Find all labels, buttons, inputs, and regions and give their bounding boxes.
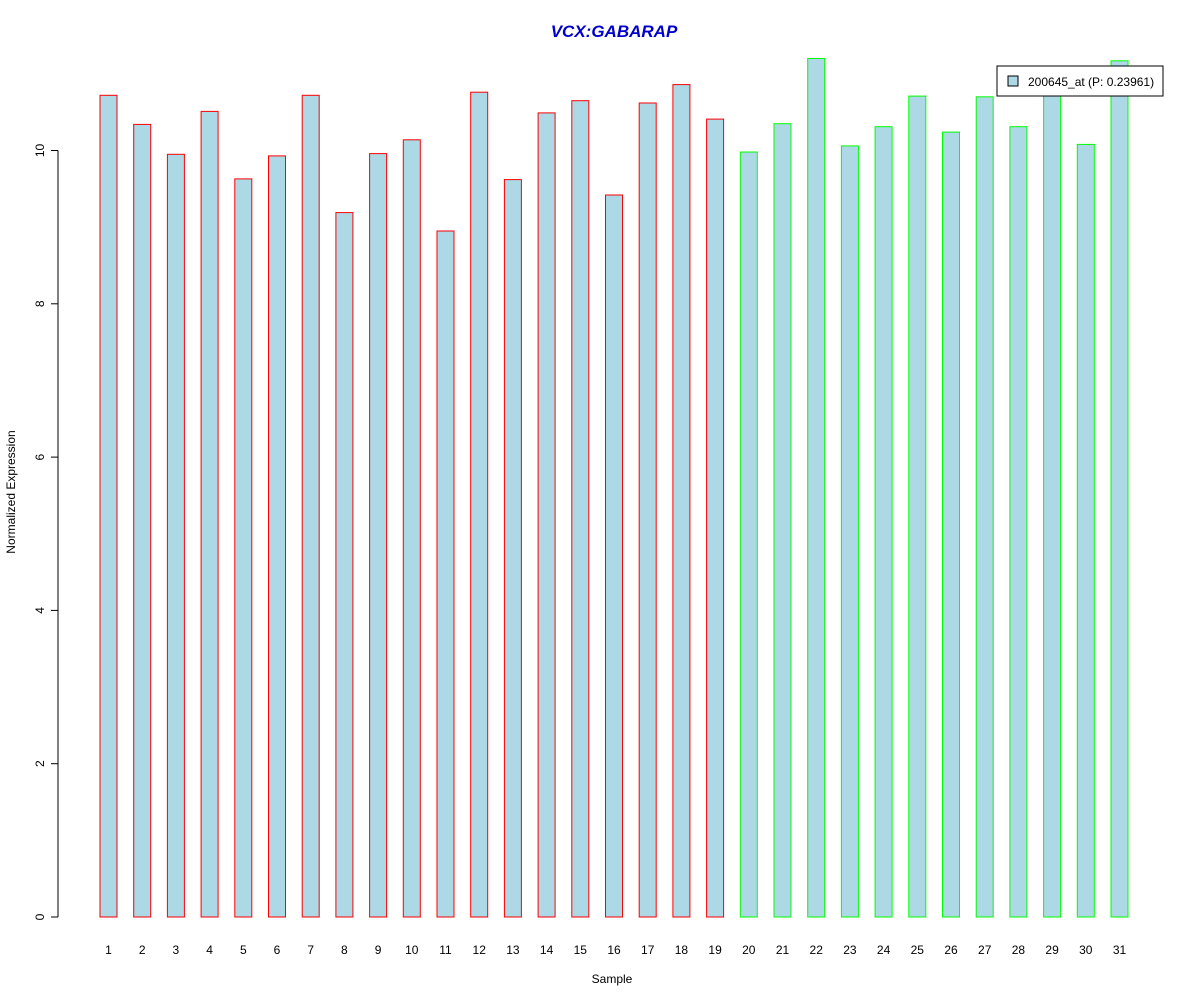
legend: 200645_at (P: 0.23961) [996,65,1164,97]
bar-sample-7 [301,94,320,918]
bar-sample-4 [200,110,219,918]
bar-sample-27 [975,96,994,918]
y-axis: 0 2 4 6 8 10 [33,144,59,920]
y-tick-label: 0 [33,913,47,920]
bar-sample-9 [369,153,388,918]
bar-sample-26 [942,131,960,918]
x-tick-label: 21 [776,943,790,957]
x-tick-label: 26 [944,943,958,957]
y-tick-label: 6 [33,453,47,460]
bar-sample-3 [166,153,185,918]
x-tick-label: 29 [1045,943,1059,957]
bar-sample-23 [840,145,859,918]
bar-sample-6 [268,155,286,918]
x-tick-labels: 1 2 3 4 5 6 7 8 9 10 11 12 13 14 15 16 17 18 19 20 21 22 23 24 2… [105,943,1126,957]
bar-sample-1 [99,94,118,918]
bar-sample-30 [1076,143,1095,918]
x-tick-label: 12 [473,943,487,957]
bar-sample-18 [672,84,691,918]
bar-sample-11 [436,230,455,918]
bar-sample-25 [908,95,927,918]
x-tick-label: 18 [675,943,689,957]
x-tick-label: 15 [574,943,588,957]
x-tick-label: 24 [877,943,891,957]
x-tick-label: 23 [843,943,857,957]
x-tick-label: 30 [1079,943,1093,957]
x-tick-label: 28 [1012,943,1026,957]
bar-sample-29 [1043,77,1062,918]
bar-sample-31 [1110,60,1129,918]
bar-sample-15 [571,100,590,918]
x-tick-label: 2 [139,943,146,957]
x-tick-label: 14 [540,943,554,957]
bar-sample-19 [706,118,725,918]
bar-sample-5 [234,178,253,918]
x-tick-label: 9 [375,943,382,957]
x-tick-label: 4 [206,943,213,957]
x-tick-label: 5 [240,943,247,957]
x-axis-label: Sample [592,972,633,986]
x-tick-label: 31 [1113,943,1127,957]
x-tick-label: 19 [708,943,722,957]
y-axis-label: Normalized Expression [4,430,18,553]
x-tick-label: 7 [307,943,314,957]
x-tick-label: 16 [607,943,621,957]
bar-sample-16 [605,194,623,918]
bar-sample-24 [874,126,893,918]
bar-sample-22 [807,58,826,918]
y-tick-label: 4 [33,607,47,614]
x-tick-label: 13 [506,943,520,957]
x-tick-label: 20 [742,943,756,957]
y-tick-label: 8 [33,300,47,307]
x-tick-label: 3 [173,943,180,957]
chart-title: VCX:GABARAP [551,22,678,41]
x-tick-label: 1 [105,943,112,957]
bar-sample-2 [133,123,152,918]
bar-sample-20 [739,151,758,918]
y-tick-label: 10 [33,144,47,158]
x-tick-label: 11 [439,943,452,957]
x-tick-label: 8 [341,943,348,957]
x-tick-label: 17 [641,943,655,957]
bar-sample-28 [1009,126,1028,918]
legend-swatch [1007,75,1019,87]
bars-group [99,58,1129,918]
legend-box [996,65,1164,97]
x-tick-label: 25 [911,943,925,957]
x-tick-label: 10 [405,943,419,957]
bar-sample-8 [335,212,354,918]
x-tick-label: 27 [978,943,992,957]
x-tick-label: 6 [274,943,281,957]
legend-label: 200645_at (P: 0.23961) [1028,75,1154,89]
bar-sample-14 [537,112,556,918]
x-tick-label: 22 [810,943,824,957]
bar-sample-12 [470,91,489,918]
y-tick-label: 2 [33,760,47,767]
bar-sample-17 [638,102,657,918]
bar-sample-10 [402,139,421,918]
bar-sample-21 [773,123,792,918]
bar-sample-13 [503,179,522,918]
